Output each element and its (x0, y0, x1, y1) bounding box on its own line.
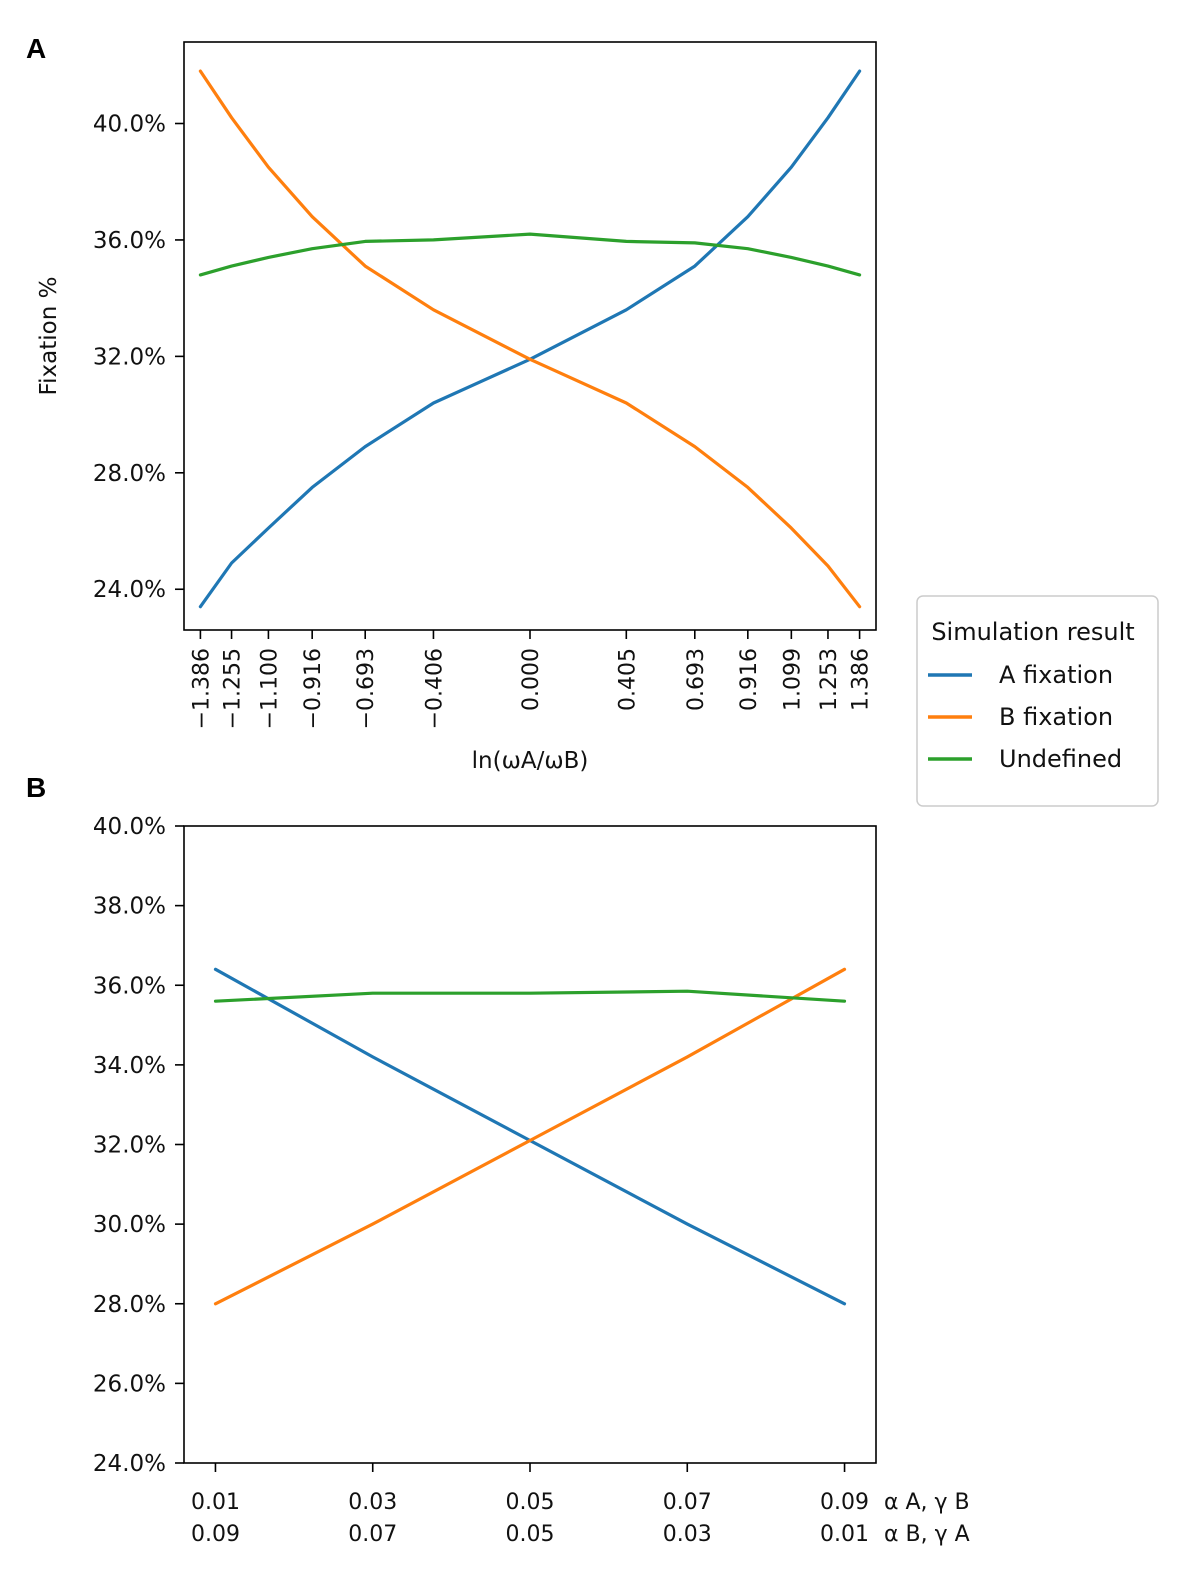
legend-frame (916, 595, 1159, 807)
series-line-b-fixation (213, 967, 847, 1306)
series-line-undefined (198, 232, 862, 277)
plot-area-a (183, 41, 877, 631)
y-tick-label: 24.0% (93, 1451, 166, 1477)
x-tick-label: −1.386 (189, 648, 214, 729)
y-tick-label: 36.0% (93, 228, 166, 254)
x-tick-label-bottom: 0.07 (348, 1522, 397, 1547)
x-tick-label-top: 0.03 (348, 1490, 397, 1515)
x-tick-label-bottom: 0.05 (506, 1522, 555, 1547)
y-tick-label: 28.0% (93, 461, 166, 487)
legend-title: Simulation result (931, 618, 1134, 646)
x-tick-label: 0.693 (684, 648, 709, 711)
y-tick-label: 40.0% (93, 814, 166, 840)
panel-label-a: A (26, 33, 46, 64)
series-lines-a (198, 69, 862, 609)
x-tick-label: 1.099 (780, 648, 805, 711)
y-tick-label: 28.0% (93, 1292, 166, 1318)
panel-label-b: B (26, 772, 46, 803)
x-tick-label: 1.253 (817, 648, 842, 711)
x-tick-label: 1.386 (849, 648, 874, 711)
x-ticks-b: 0.01 0.09 0.03 0.07 0.05 0.05 0.07 0.03 0.09 0.01 (191, 1463, 869, 1547)
x-tick-label-top: 0.09 (820, 1490, 869, 1515)
series-line-a-fixation (213, 967, 847, 1306)
y-tick-label: 40.0% (93, 112, 166, 138)
series-lines-b (213, 967, 847, 1306)
y-tick-label: 38.0% (93, 894, 166, 920)
y-tick-label: 32.0% (93, 344, 166, 370)
y-tick-label: 32.0% (93, 1133, 166, 1159)
y-axis-label-a: Fixation % (36, 277, 62, 396)
legend: Simulation result A fixation B fixation … (916, 595, 1159, 807)
x-tick-label: 0.916 (737, 648, 762, 711)
legend-label-undefined: Undefined (999, 745, 1122, 773)
x-tick-label-bottom: 0.03 (663, 1522, 712, 1547)
x-tick-label: 0.000 (519, 648, 544, 711)
x-tick-label-top: 0.05 (506, 1490, 555, 1515)
plot-area-b (183, 825, 877, 1464)
series-line-b-fixation (198, 69, 862, 609)
x-tick-label: −1.100 (257, 648, 282, 729)
series-line-a-fixation (198, 69, 862, 609)
x-tick-label: −1.255 (221, 648, 246, 729)
x-axis-label-b-bottom: α B, γ A (884, 1522, 970, 1547)
y-ticks-a: 24.0% 28.0% 32.0% 36.0% 40.0% (93, 112, 184, 603)
chart-panel-b: 24.0% 26.0% 28.0% 30.0% 32.0% 34.0% 36.0% 38.0%… (93, 814, 970, 1547)
x-tick-label: 0.405 (615, 648, 640, 711)
x-tick-label: −0.406 (422, 648, 447, 729)
x-ticks-a: −1.386 −1.255 −1.100 −0.916 −0.693 −0.406 0.00… (189, 630, 874, 729)
x-tick-label: −0.916 (301, 648, 326, 729)
x-axis-label-b-top: α A, γ B (884, 1490, 970, 1515)
y-tick-label: 30.0% (93, 1212, 166, 1238)
x-tick-label-bottom: 0.01 (820, 1522, 869, 1547)
series-line-undefined (213, 989, 847, 1003)
x-tick-label-bottom: 0.09 (191, 1522, 240, 1547)
x-tick-label: −0.693 (354, 648, 379, 729)
x-axis-label-a: ln(ωA/ωB) (472, 748, 589, 774)
y-tick-label: 26.0% (93, 1371, 166, 1397)
y-tick-label: 34.0% (93, 1053, 166, 1079)
x-tick-label-top: 0.01 (191, 1490, 240, 1515)
x-tick-label-top: 0.07 (663, 1490, 712, 1515)
legend-label-b-fixation: B fixation (999, 703, 1113, 731)
y-ticks-b: 24.0% 26.0% 28.0% 30.0% 32.0% 34.0% 36.0% 38.0%… (93, 814, 184, 1477)
y-tick-label: 36.0% (93, 973, 166, 999)
legend-label-a-fixation: A fixation (999, 661, 1113, 689)
chart-panel-a: 24.0%28.0%32.0%36.0%40.0% −1.386 −1.255 −1… (36, 41, 877, 774)
y-tick-label: 24.0% (93, 577, 166, 603)
